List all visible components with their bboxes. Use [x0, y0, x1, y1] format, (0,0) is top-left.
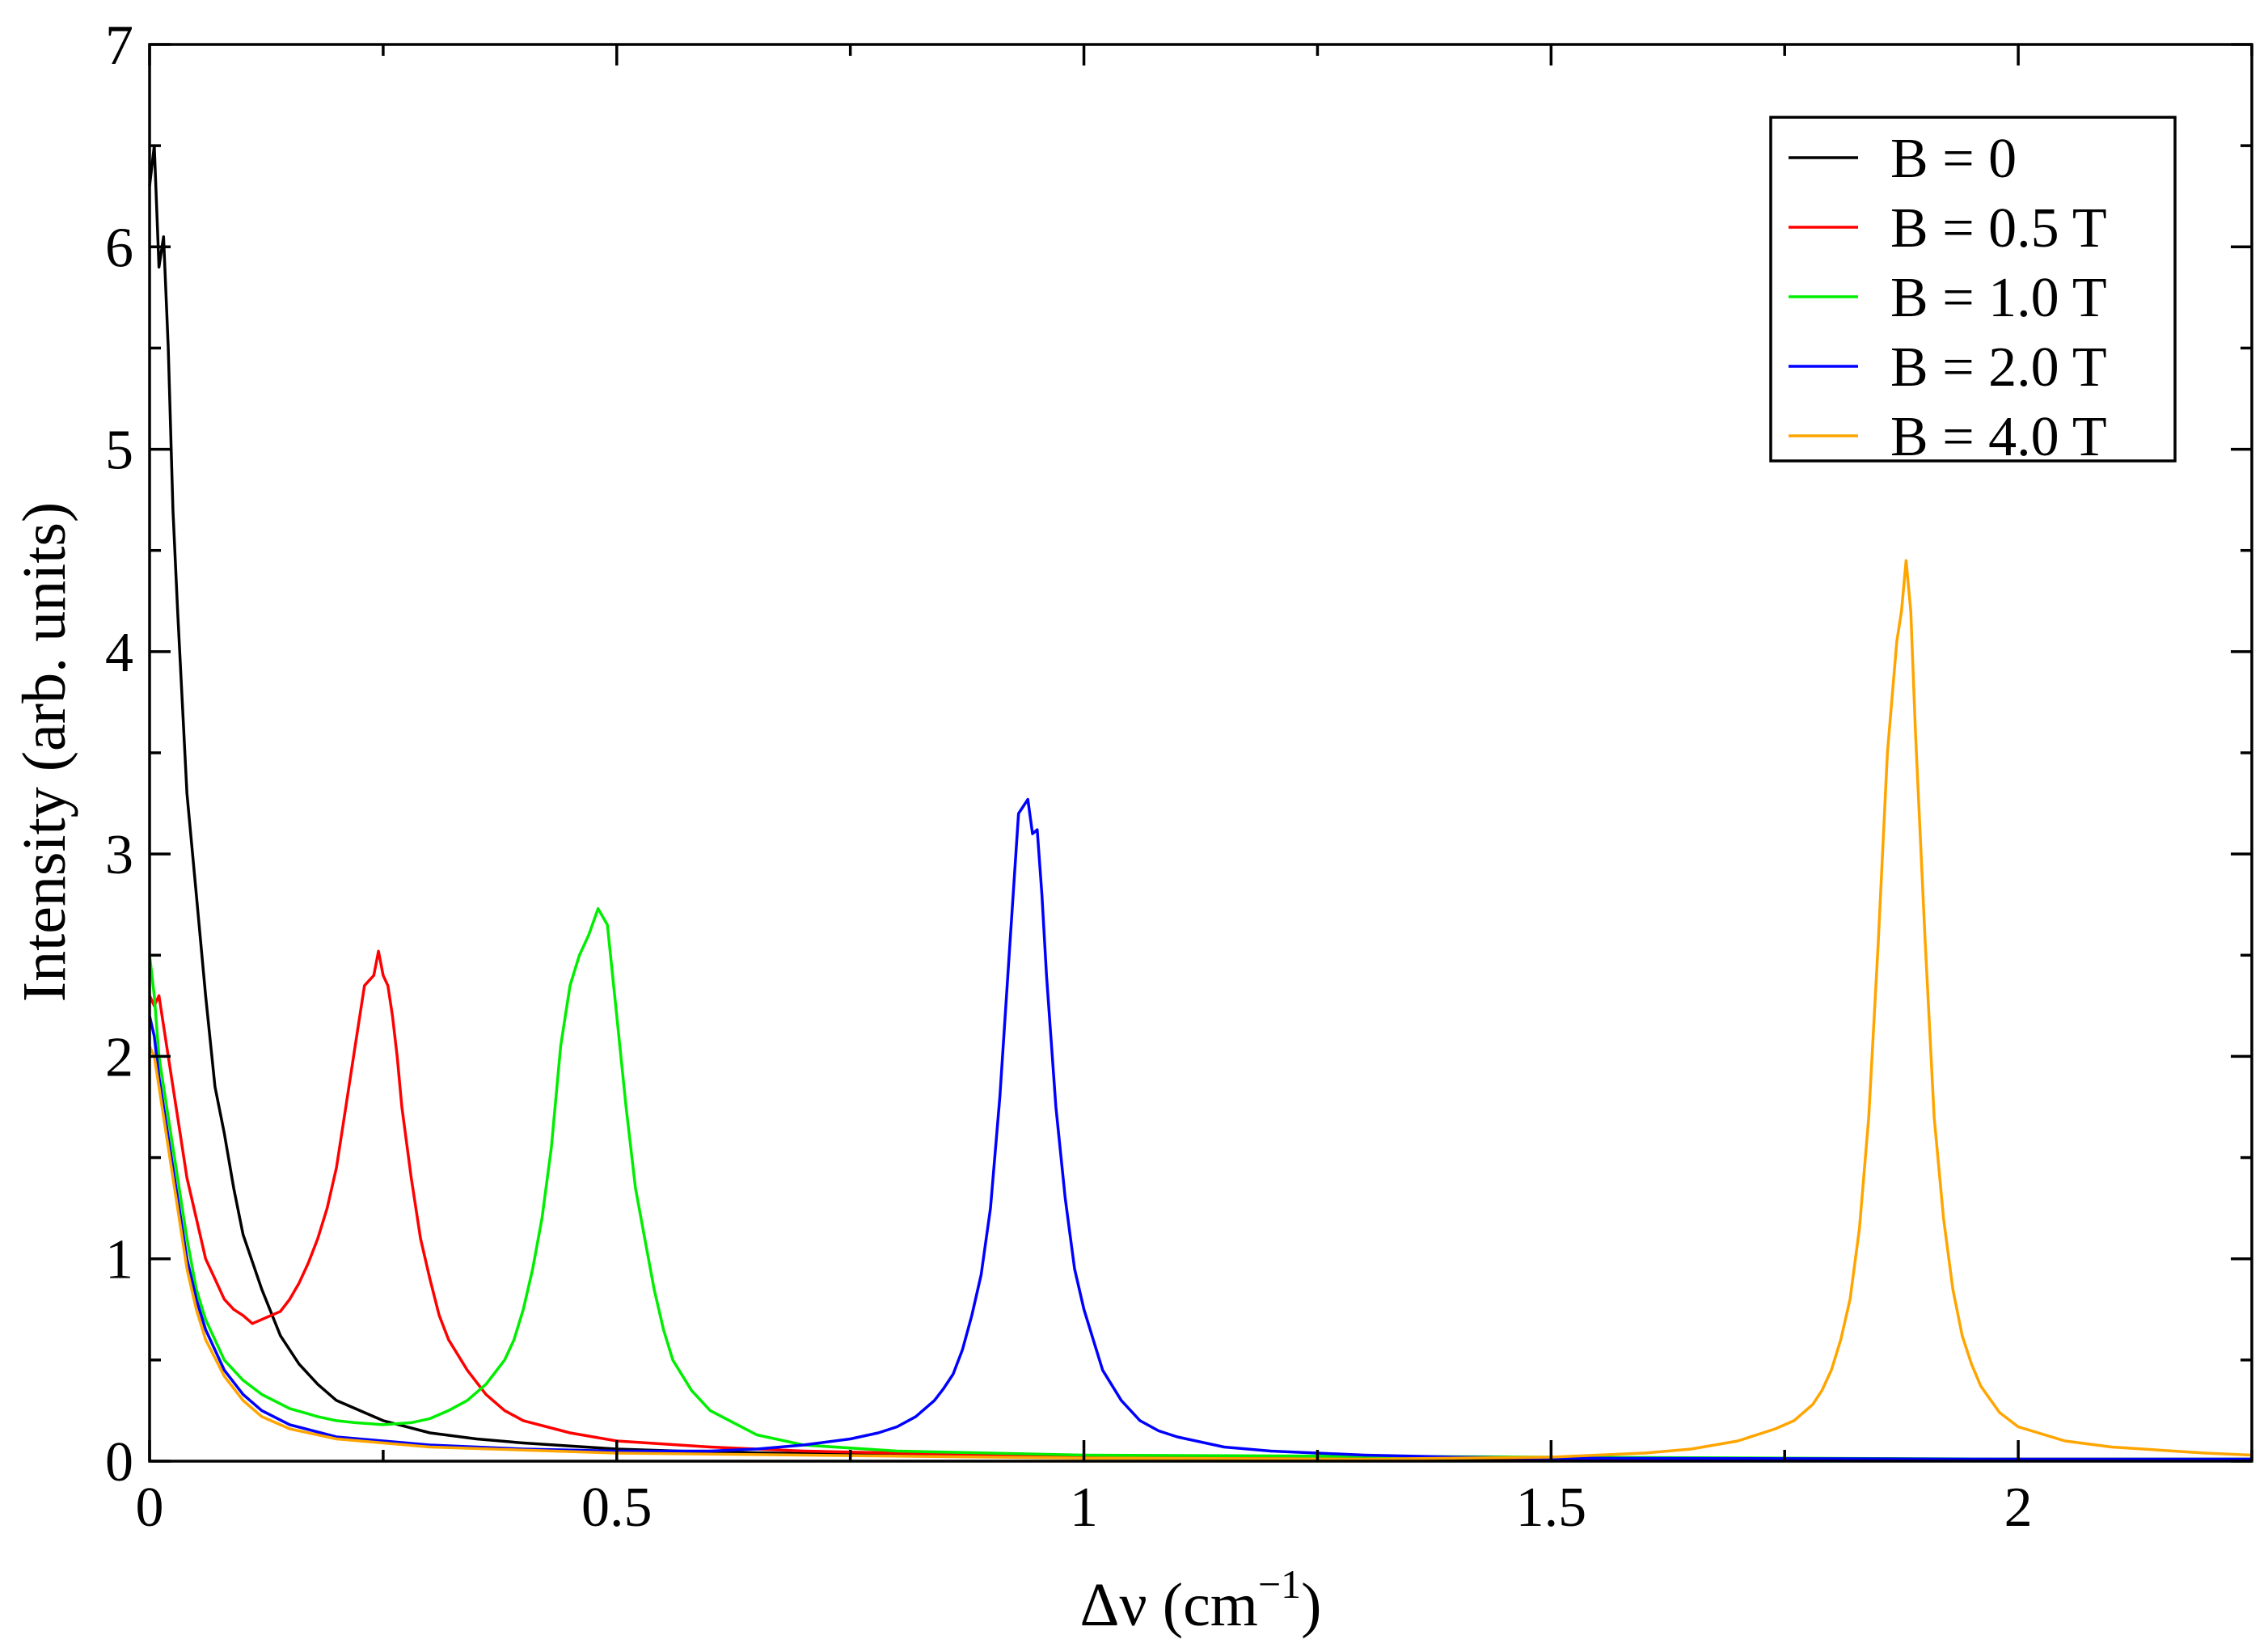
x-tick-label-3: 1.5 [1516, 1477, 1587, 1539]
series-line-2 [148, 906, 2252, 1461]
series-line-4 [148, 559, 2253, 1461]
x-axis-label-text: Δν (cm [1080, 1571, 1258, 1639]
plot-frame [148, 43, 2253, 1463]
x-axis-label: Δν (cm−1) [1080, 1561, 1322, 1639]
series-line-0 [148, 144, 2252, 1461]
y-tick-label-5: 5 [105, 420, 133, 482]
x-axis-label-superscript: −1 [1258, 1561, 1301, 1607]
x-axis-label-close: ) [1301, 1571, 1321, 1639]
labels-layer: 0 0.5 1 1.5 2 0 1 2 3 4 5 6 7 [105, 15, 2033, 1539]
series-line-3 [148, 797, 2252, 1461]
x-tick-label-0: 0 [136, 1477, 164, 1539]
legend: B = 0 B = 0.5 T B = 1.0 T B = 2.0 T B = 4.0 … [1769, 116, 2177, 468]
legend-label-3: B = 2.0 T [1890, 336, 2107, 399]
legend-label-0: B = 0 [1890, 128, 2017, 190]
y-tick-label-0: 0 [105, 1431, 133, 1494]
series-line-1 [148, 949, 2252, 1461]
legend-entries: B = 0 B = 0.5 T B = 1.0 T B = 2.0 T B = 4.0 … [1789, 128, 2107, 468]
y-tick-label-1: 1 [105, 1229, 133, 1291]
legend-box [1769, 116, 2177, 463]
y-tick-label-6: 6 [105, 217, 133, 279]
x-tick-label-4: 2 [2004, 1477, 2033, 1539]
legend-label-4: B = 4.0 T [1890, 406, 2107, 468]
x-tick-label-1: 0.5 [581, 1477, 653, 1539]
y-tick-label-4: 4 [105, 622, 133, 684]
legend-label-2: B = 1.0 T [1890, 267, 2107, 329]
y-tick-label-2: 2 [105, 1026, 133, 1088]
series-layer [148, 144, 2253, 1461]
y-axis-label: Intensity (arb. units) [11, 502, 78, 1002]
x-tick-label-2: 1 [1070, 1477, 1098, 1539]
y-tick-label-7: 7 [105, 15, 133, 77]
y-tick-label-3: 3 [105, 824, 133, 886]
legend-label-1: B = 0.5 T [1890, 197, 2107, 260]
